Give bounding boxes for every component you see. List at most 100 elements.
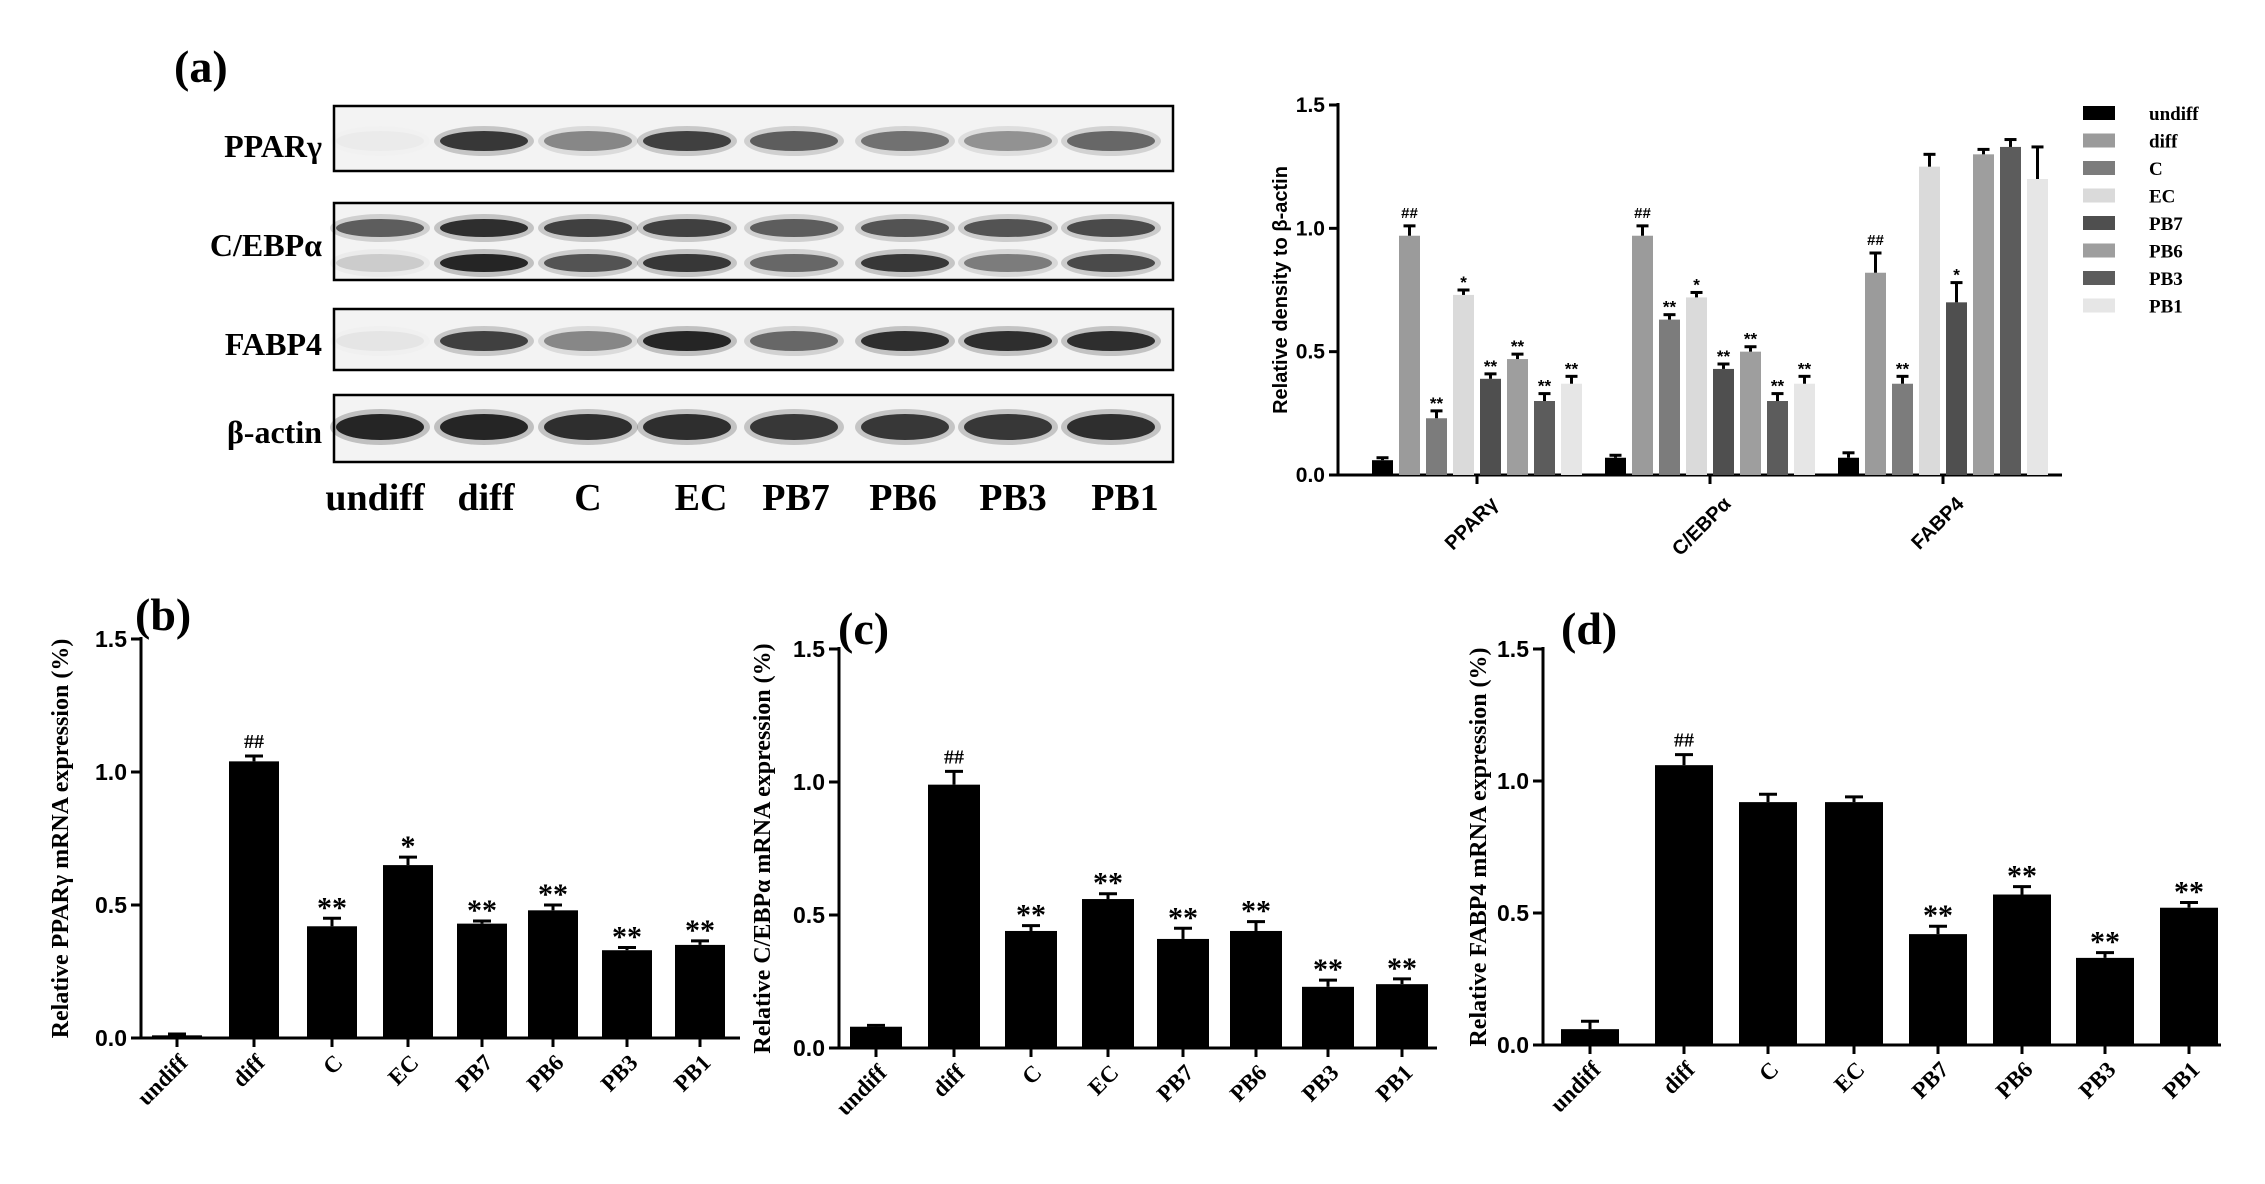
category-label-diff: diff <box>227 1050 269 1092</box>
blot-band-halo <box>958 126 1058 156</box>
significance-mark: ** <box>1016 899 1046 932</box>
category-label-pb6: PB6 <box>522 1050 569 1097</box>
legend-swatch-pb6 <box>2083 243 2115 258</box>
blot-lane-label-pb3: PB3 <box>979 477 1047 519</box>
blot-band <box>544 254 632 272</box>
y-tick-label: 0.5 <box>793 902 825 928</box>
significance-mark: ** <box>2007 860 2037 893</box>
y-tick-label: 0.0 <box>95 1025 127 1051</box>
bar-cebpa-undiff <box>1605 457 1626 475</box>
bar-fabp4-pb3 <box>2000 146 2021 475</box>
blot-lane-label-c: C <box>574 477 601 519</box>
y-tick-label: 1.5 <box>1296 94 1326 117</box>
bar-pparg-ec <box>1453 294 1474 475</box>
blot-band <box>861 331 949 351</box>
category-label-cebpa: C/EBPα <box>1668 492 1736 560</box>
bar-cebpa-pb3 <box>1767 401 1788 475</box>
bar-cebpa-pb1 <box>1794 383 1815 475</box>
blot-band <box>336 219 424 237</box>
significance-mark: ** <box>1565 359 1579 378</box>
bar-pb7 <box>1909 934 1967 1045</box>
bar-pb1 <box>1376 984 1428 1048</box>
blot-lane-label-pb1: PB1 <box>1091 477 1159 519</box>
significance-mark: ** <box>467 894 497 927</box>
blot-band-halo <box>538 326 638 356</box>
legend-swatch-ec <box>2083 188 2115 203</box>
bar-pparg-pb7 <box>1480 378 1501 475</box>
bar-cebpa-c <box>1659 319 1680 475</box>
panel-label-a: (a) <box>174 41 228 92</box>
legend-swatch-pb3 <box>2083 271 2115 285</box>
significance-mark: ** <box>2174 875 2204 908</box>
blot-band <box>964 414 1052 440</box>
category-label-pparg: PPARγ <box>1441 492 1503 554</box>
bar-ec <box>1825 802 1883 1045</box>
bar-diff <box>229 761 279 1038</box>
bar-undiff <box>1561 1029 1619 1045</box>
blot-band <box>544 219 632 237</box>
significance-mark: ** <box>538 878 568 911</box>
panel-b-chart: 0.0 0.5 1.0 1.5 Relative PPARγ mRNA expressi… <box>48 626 740 1110</box>
blot-lane-label-pb6: PB6 <box>869 477 937 519</box>
significance-mark: ## <box>244 731 264 753</box>
bar-cebpa-pb6 <box>1740 351 1761 475</box>
significance-mark: ** <box>1241 895 1271 928</box>
category-label-ec: EC <box>1083 1060 1123 1100</box>
bar-diff <box>928 784 980 1048</box>
category-label-pb6: PB6 <box>1225 1060 1272 1107</box>
bar-c <box>307 926 357 1038</box>
y-axis-label: Relative density to β-actin <box>1270 166 1292 414</box>
significance-mark: * <box>1693 275 1700 294</box>
legend-label-diff: diff <box>2149 132 2178 153</box>
y-tick-label: 1.5 <box>793 636 825 662</box>
bar-cebpa-pb7 <box>1713 368 1734 475</box>
bar-pb7 <box>1157 938 1209 1048</box>
significance-mark: ** <box>1798 359 1812 378</box>
significance-mark: ## <box>1674 730 1694 752</box>
significance-mark: ** <box>1313 953 1343 986</box>
significance-mark: * <box>1953 266 1960 285</box>
legend-swatch-c <box>2083 161 2115 175</box>
category-label-pb6: PB6 <box>1991 1057 2038 1104</box>
category-label-pb3: PB3 <box>596 1050 643 1097</box>
significance-mark: ** <box>1663 298 1677 317</box>
significance-mark: * <box>401 830 416 863</box>
bar-pb7 <box>457 923 507 1038</box>
y-axis-label: Relative FABP4 mRNA expression (%) <box>1466 647 1492 1046</box>
significance-mark: ** <box>1093 867 1123 900</box>
bar-pb6 <box>1993 894 2051 1045</box>
significance-mark: ## <box>944 746 964 768</box>
category-label-undiff: undiff <box>1545 1057 1605 1117</box>
blot-band <box>1067 219 1155 237</box>
category-label-diff: diff <box>927 1060 969 1102</box>
bar-pb6 <box>528 910 578 1038</box>
blot-band <box>440 219 528 237</box>
blot-band <box>440 131 528 151</box>
blot-band <box>643 331 731 351</box>
significance-mark: ** <box>685 914 715 947</box>
blot-band <box>861 254 949 272</box>
bar-pb3 <box>602 950 652 1038</box>
legend-label-ec: EC <box>2149 187 2175 208</box>
legend-label-undiff: undiff <box>2149 104 2199 125</box>
y-axis-label: Relative C/EBPα mRNA expression (%) <box>750 643 776 1053</box>
significance-mark: ## <box>1867 232 1884 249</box>
y-tick-label: 1.0 <box>1497 768 1529 794</box>
significance-mark: ** <box>1923 899 1953 932</box>
y-tick-label: 1.5 <box>95 626 127 652</box>
blot-band <box>861 414 949 440</box>
blot-band <box>750 331 838 351</box>
y-tick-label: 0.0 <box>1497 1032 1529 1058</box>
y-tick-label: 1.0 <box>95 759 127 785</box>
bar-c <box>1739 802 1797 1045</box>
blot-band-halo <box>958 249 1058 277</box>
y-tick-label: 1.0 <box>1296 217 1325 240</box>
y-tick-label: 1.0 <box>793 769 825 795</box>
y-tick-label: 0.5 <box>95 892 127 918</box>
blot-row-label-fabp4: FABP4 <box>225 326 322 362</box>
y-tick-label: 0.5 <box>1296 341 1326 364</box>
significance-mark: ** <box>1896 359 1910 378</box>
panel-c-chart: 0.0 0.5 1.0 1.5 Relative C/EBPα mRNA express… <box>750 636 1437 1120</box>
blot-band <box>544 414 632 440</box>
